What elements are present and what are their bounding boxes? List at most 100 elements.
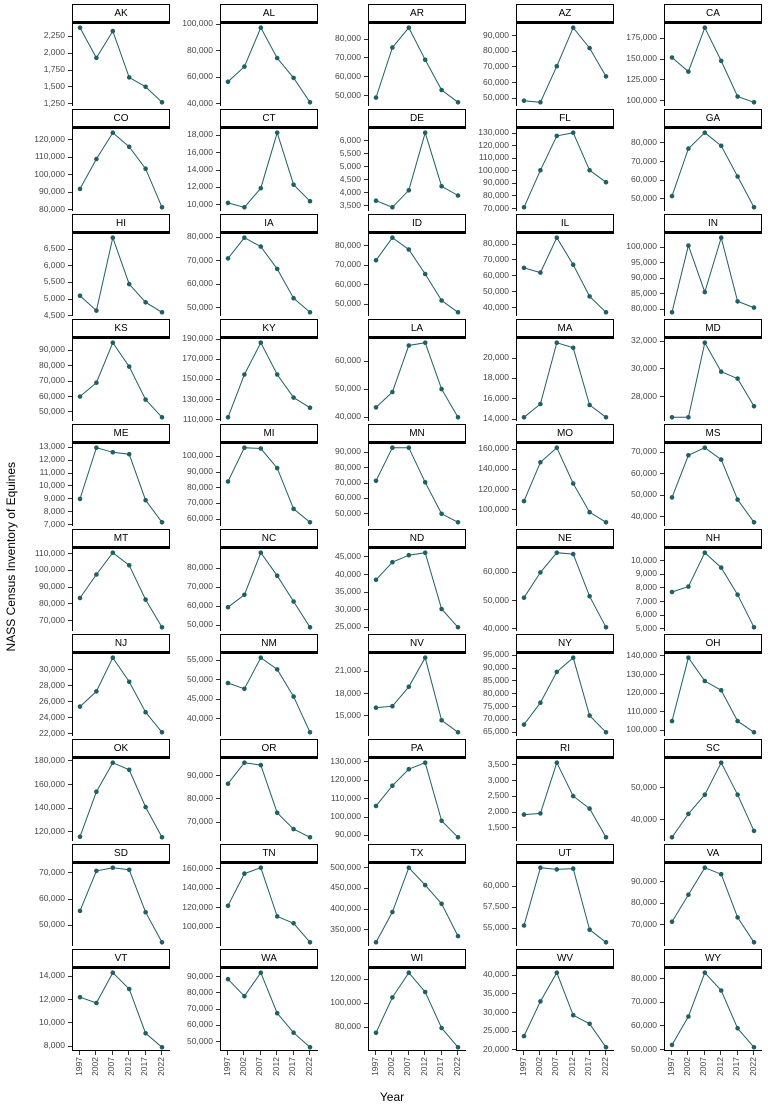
y-tick-mark: [512, 448, 516, 450]
data-point: [702, 678, 708, 684]
y-tick-label: 100,000: [626, 724, 657, 735]
y-tick-label: 70,000: [187, 581, 213, 592]
y-tick-label: 100,000: [478, 503, 509, 514]
data-point: [751, 100, 757, 105]
y-tick-mark: [512, 780, 516, 782]
y-tick-mark: [216, 976, 220, 978]
y-axis-labels: 40,000 50,000 60,000: [318, 319, 368, 421]
x-tick-label: 2012: [714, 1057, 725, 1076]
data-point: [587, 509, 592, 515]
facet-panel: [220, 864, 318, 946]
data-point: [439, 1025, 444, 1031]
y-tick-label: 70,000: [39, 866, 65, 877]
y-tick-mark: [68, 411, 72, 413]
y-tick-mark: [512, 182, 516, 184]
data-point: [718, 143, 724, 149]
y-tick-label: 80,000: [483, 687, 509, 698]
facet-DE: 3,500 4,000 4,500 5,000 5,500 6,000 DE: [318, 109, 466, 211]
y-tick-label: 4,500: [43, 309, 65, 320]
y-tick-label: 70,000: [483, 713, 509, 724]
y-tick-label: 20,000: [483, 352, 509, 363]
y-tick-label: 120,000: [34, 133, 65, 144]
facet-panel: [220, 339, 318, 421]
data-point: [538, 168, 543, 173]
y-axis-labels: 50,000 60,000 70,000 80,000 90,000: [318, 424, 368, 526]
line-series: [373, 550, 461, 630]
x-tick-label: 2022: [747, 1057, 758, 1076]
facet-panel: [516, 339, 614, 421]
y-tick-label: 5,000: [635, 622, 657, 633]
y-axis-labels: 80,000 100,000 120,000: [318, 949, 368, 1088]
y-tick-mark: [364, 388, 368, 390]
data-point: [110, 28, 116, 34]
line-series: [225, 865, 313, 945]
data-point: [274, 465, 280, 471]
data-point: [291, 826, 296, 832]
y-tick-mark: [660, 340, 664, 342]
y-tick-label: 1,250: [43, 97, 65, 108]
data-point: [686, 146, 691, 151]
y-tick-mark: [512, 731, 516, 733]
y-tick-label: 100,000: [626, 94, 657, 105]
facet-title: ME: [72, 424, 170, 444]
facet-CA: 100,000 125,000 150,000 175,000 CA: [614, 4, 762, 106]
y-tick-mark: [512, 275, 516, 277]
y-tick-mark: [512, 764, 516, 766]
y-axis-labels: 70,000 80,000 90,000: [170, 739, 220, 841]
y-tick-label: 100,000: [34, 564, 65, 575]
y-tick-mark: [68, 586, 72, 588]
data-point: [455, 835, 461, 840]
data-point: [422, 57, 428, 63]
x-tick-label: 1997: [73, 1057, 84, 1076]
x-tick-mark: [407, 1051, 409, 1055]
data-point: [538, 865, 543, 870]
facet-title: RI: [516, 739, 614, 759]
y-axis-labels: 80,000 90,000 100,000 110,000 120,000: [22, 109, 72, 213]
y-tick-label: 10,000: [39, 479, 65, 490]
y-tick-label: 70,000: [335, 477, 361, 488]
data-point: [94, 789, 99, 794]
y-tick-mark: [660, 473, 664, 475]
y-tick-mark: [364, 264, 368, 266]
y-tick-mark: [364, 179, 368, 181]
line-series: [521, 655, 609, 735]
facet-panel: [72, 24, 170, 106]
data-point: [110, 550, 116, 555]
y-tick-mark: [364, 761, 368, 763]
data-point: [587, 594, 592, 599]
y-tick-mark: [364, 57, 368, 59]
y-tick-mark: [364, 556, 368, 558]
y-tick-label: 20,000: [483, 1043, 509, 1054]
data-point: [554, 970, 560, 975]
facet-title: CA: [664, 4, 762, 24]
data-point: [274, 372, 280, 377]
y-axis-labels: 7,000 8,000 9,000 10,000 11,000 12,000 13,000: [22, 424, 72, 528]
data-point: [390, 783, 395, 788]
data-point: [159, 310, 165, 315]
y-tick-label: 500,000: [330, 861, 361, 872]
y-tick-label: 60,000: [631, 1019, 657, 1030]
y-axis-labels: 22,000 24,000 26,000 28,000 30,000: [22, 634, 72, 737]
y-tick-mark: [512, 667, 516, 669]
data-point: [702, 340, 708, 345]
x-tick-mark: [111, 1051, 113, 1055]
facet-VA: 70,000 80,000 90,000 VA: [614, 844, 762, 946]
data-point: [751, 305, 757, 310]
y-tick-mark: [512, 600, 516, 602]
data-point: [587, 713, 592, 718]
facet-NM: 40,000 45,000 50,000 55,000 NM: [170, 634, 318, 736]
y-axis-title-column: NASS Census Inventory of Equines: [0, 0, 22, 1113]
y-tick-label: 11,000: [39, 467, 65, 477]
y-tick-label: 85,000: [483, 674, 509, 685]
data-point: [258, 244, 264, 249]
y-tick-label: 40,000: [187, 712, 213, 723]
y-tick-mark: [512, 97, 516, 99]
y-tick-label: 125,000: [626, 73, 657, 84]
y-tick-mark: [68, 298, 72, 300]
y-axis-labels: 100,000 125,000 150,000 175,000: [614, 4, 664, 106]
data-point: [77, 394, 83, 399]
y-axis-labels: 20,000 25,000 30,000 35,000 40,000: [466, 949, 516, 1088]
facet-title: ND: [368, 529, 466, 549]
facet-GA: 50,000 60,000 70,000 80,000 GA: [614, 109, 762, 211]
y-tick-mark: [216, 399, 220, 401]
